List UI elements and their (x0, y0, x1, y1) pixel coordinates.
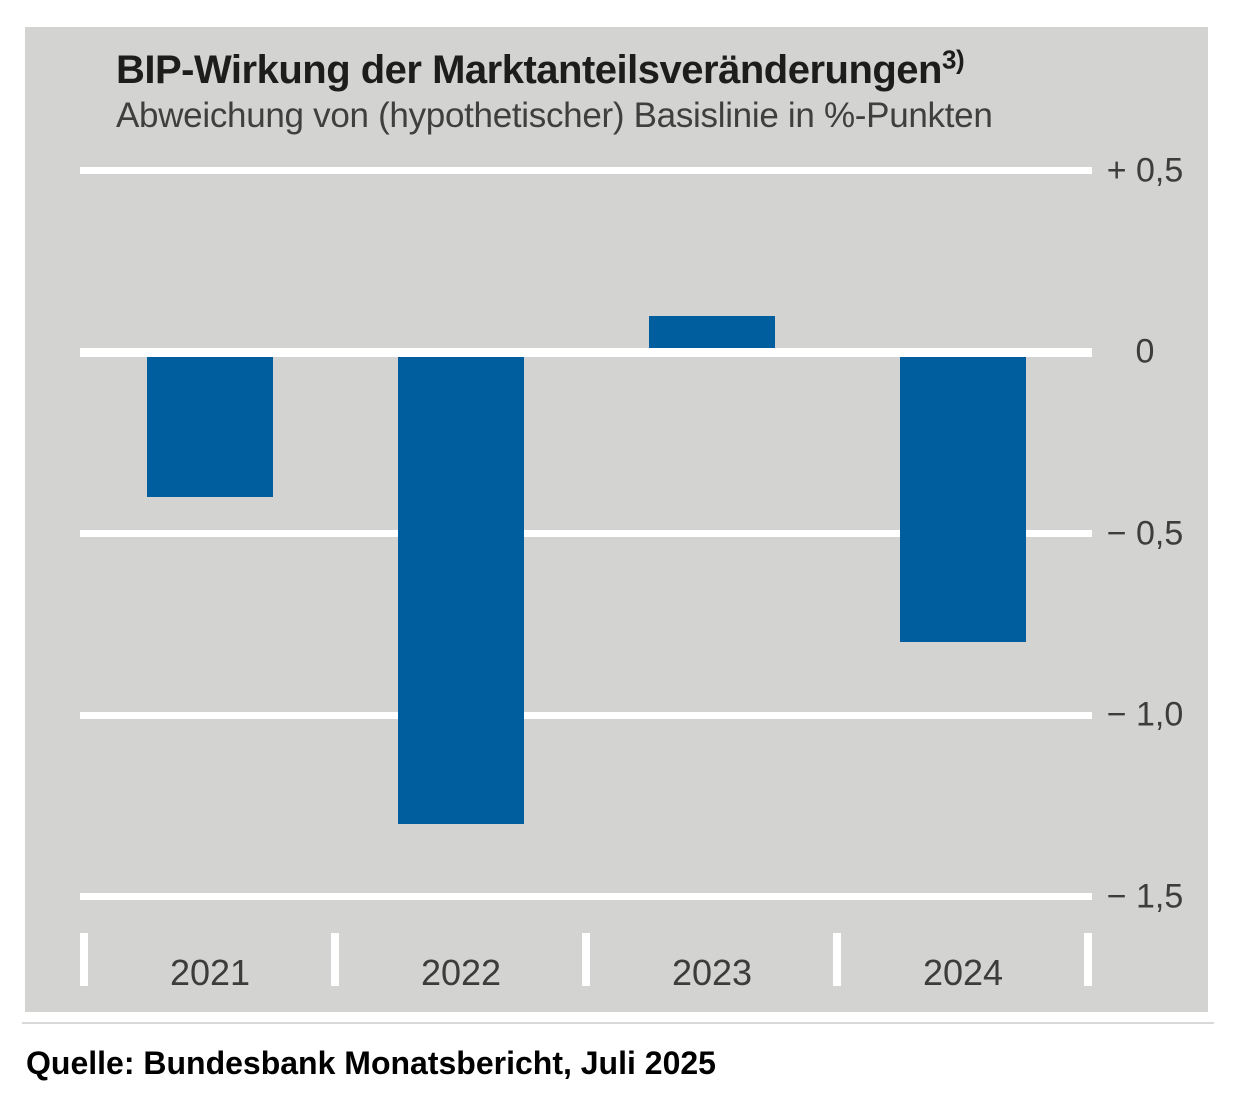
x-axis-tick (582, 933, 590, 986)
bar-2022 (398, 352, 524, 824)
zero-line (80, 348, 1092, 357)
gridline (80, 712, 1092, 719)
bar-2024 (900, 352, 1026, 642)
y-axis-label: − 1,0 (1106, 695, 1184, 734)
y-axis-label: − 1,5 (1106, 877, 1184, 916)
gridline (80, 893, 1092, 900)
gridline (80, 167, 1092, 174)
x-axis-tick (1084, 933, 1092, 986)
x-axis-label: 2021 (169, 952, 251, 993)
chart-title: BIP-Wirkung der Marktanteilsveränderunge… (116, 44, 965, 94)
figure-bottom-border (22, 1022, 1214, 1024)
x-axis-tick (80, 933, 88, 986)
x-axis-tick (331, 933, 339, 986)
footnote-marker: 3) (941, 44, 965, 75)
x-axis-label: 2023 (671, 952, 753, 993)
x-axis-label: 2024 (922, 952, 1004, 993)
gridline (80, 530, 1092, 537)
chart-panel: BIP-Wirkung der Marktanteilsveränderunge… (25, 27, 1208, 1012)
bar-2023 (649, 316, 775, 352)
chart-title-text: BIP-Wirkung der Marktanteilsveränderunge… (116, 48, 942, 92)
y-axis-label: + 0,5 (1106, 151, 1184, 190)
plot-area: + 0,5 0 − 0,5 − 1,0 − 1,5 2021 2022 2023 2024 (25, 27, 1208, 1012)
source-caption: Quelle: Bundesbank Monatsbericht, Juli 2… (26, 1045, 716, 1081)
x-axis-tick (833, 933, 841, 986)
x-axis-label: 2022 (420, 952, 502, 993)
chart-subtitle: Abweichung von (hypothetischer) Basislin… (116, 96, 993, 135)
y-axis-label: − 0,5 (1106, 514, 1184, 553)
y-axis-label: 0 (1135, 332, 1155, 371)
bar-2021 (147, 352, 273, 497)
